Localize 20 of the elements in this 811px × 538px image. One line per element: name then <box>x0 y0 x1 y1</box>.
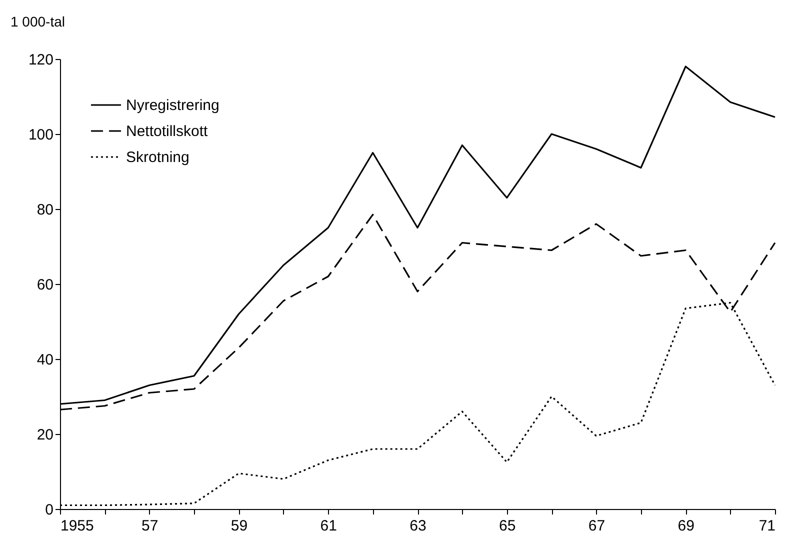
y-tick-label: 100 <box>28 126 54 144</box>
x-tick-label: 69 <box>678 518 694 534</box>
y-tick-label: 20 <box>36 426 54 444</box>
y-tick-label: 40 <box>36 352 54 368</box>
y-tick-label: 80 <box>36 202 54 218</box>
y-tick-label: 60 <box>36 276 54 294</box>
legend-label: Nettotillskott <box>126 123 209 140</box>
x-tick-label: 67 <box>588 518 606 534</box>
legend-label: Skrotning <box>126 149 190 166</box>
x-tick-label: 59 <box>230 518 248 534</box>
y-tick-label: 120 <box>28 52 54 68</box>
x-tick-label: 63 <box>410 518 426 534</box>
y-tick-label: 0 <box>45 502 54 518</box>
x-tick-label: 57 <box>142 518 158 534</box>
x-tick-label: 61 <box>320 518 337 534</box>
x-tick-label: 71 <box>758 518 776 534</box>
x-tick-label: 65 <box>499 518 516 534</box>
x-tick-label: 1955 <box>60 518 94 534</box>
y-axis-title: 1 000-tal <box>10 14 65 30</box>
legend-label: Nyregistrering <box>126 97 220 114</box>
